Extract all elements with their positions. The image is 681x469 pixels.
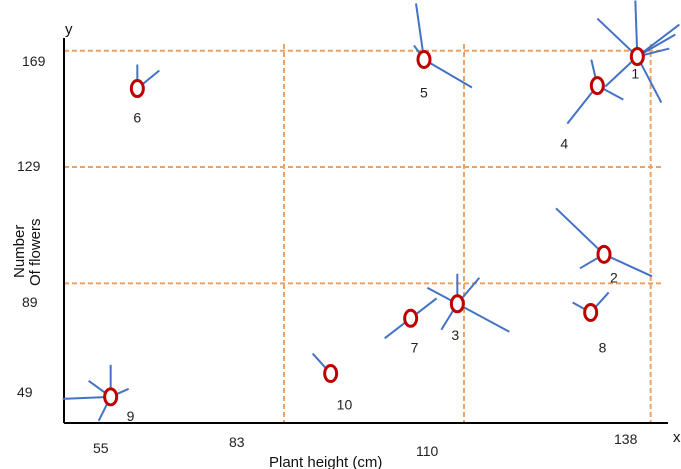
y-axis-title-line1: Number <box>11 225 28 278</box>
y-tick-label: 49 <box>17 384 33 400</box>
axes: x y <box>63 21 681 446</box>
grid-lines <box>64 44 664 423</box>
glyph-point-8: 8 <box>572 291 610 355</box>
glyph-number-label: 3 <box>451 327 459 343</box>
glyph-number-label: 6 <box>133 110 141 126</box>
glyph-number-label: 8 <box>599 339 607 355</box>
glyph-ray <box>596 17 639 58</box>
glyph-number-label: 1 <box>631 66 639 82</box>
glyph-point-5: 5 <box>413 3 473 100</box>
glyph-ray <box>423 58 473 89</box>
y-axis-title-line2: Of flowers <box>27 218 44 286</box>
glyph-points: 1 2 3 4 5 6 7 8 9 10 <box>62 0 680 424</box>
glyph-number-label: 2 <box>610 269 618 285</box>
glyph-number-label: 5 <box>420 84 428 100</box>
x-tick-label: 83 <box>229 434 245 450</box>
glyph-point-9: 9 <box>62 364 135 424</box>
glyph-ring <box>589 76 605 96</box>
glyph-number-label: 7 <box>411 339 419 355</box>
glyph-point-3: 3 <box>426 273 510 343</box>
glyph-ring <box>103 387 119 407</box>
x-tick-label: 110 <box>416 443 439 459</box>
glyph-point-4: 4 <box>560 59 624 152</box>
y-axis-title: Number Of flowers <box>11 218 44 286</box>
glyph-ray <box>636 23 680 58</box>
x-tick-label: 55 <box>93 440 109 456</box>
y-tick-labels: 169 129 89 49 <box>17 53 46 400</box>
glyph-ray <box>555 207 605 256</box>
glyph-ring <box>629 47 645 67</box>
glyph-point-10: 10 <box>311 352 353 413</box>
glyph-point-6: 6 <box>129 64 160 126</box>
glyph-number-label: 4 <box>560 136 568 152</box>
glyph-ring <box>129 79 145 99</box>
glyph-ring <box>323 364 339 384</box>
glyph-point-2: 2 <box>555 207 653 285</box>
glyph-ray <box>603 253 653 278</box>
y-tick-label: 89 <box>22 294 38 310</box>
y-tick-label: 169 <box>22 53 46 69</box>
glyph-ray <box>62 395 111 400</box>
glyph-ring <box>403 308 419 328</box>
x-tick-label: 138 <box>614 431 638 447</box>
glyph-ring <box>449 294 465 314</box>
x-axis-title: Plant height (cm) <box>269 454 382 469</box>
glyph-point-7: 7 <box>384 297 438 355</box>
x-axis-letter: x <box>673 429 681 446</box>
x-tick-labels: 55 83 110 138 <box>93 431 638 459</box>
y-tick-label: 129 <box>17 158 41 174</box>
glyph-ring <box>596 244 612 264</box>
glyph-ray <box>456 302 510 333</box>
glyph-ring <box>583 302 599 322</box>
glyph-number-label: 9 <box>127 408 135 424</box>
y-axis-letter: y <box>65 21 73 38</box>
glyph-point-1: 1 <box>596 0 680 104</box>
glyph-ring <box>416 49 432 69</box>
glyph-number-label: 10 <box>337 397 353 413</box>
